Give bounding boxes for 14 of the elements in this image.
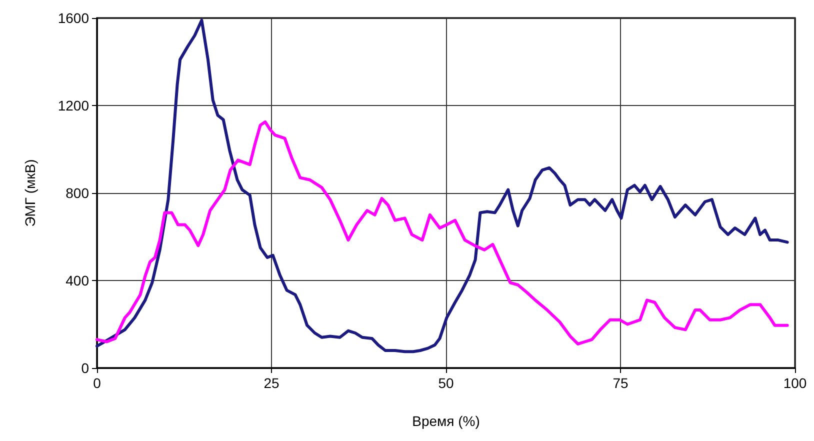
line-series (96, 120, 789, 346)
y-tick-label: 1200 (58, 98, 90, 114)
x-tick-label: 25 (264, 375, 280, 391)
x-axis-title: Время (%) (412, 413, 480, 429)
x-tick-label: 75 (612, 375, 628, 391)
y-tick-label: 0 (81, 360, 90, 376)
line-series (96, 18, 789, 354)
x-tick-label: 100 (783, 375, 807, 391)
y-tick-label: 400 (66, 272, 90, 288)
x-tick-label: 50 (438, 375, 454, 391)
x-tick-label: 0 (93, 375, 102, 391)
y-tick-label: 800 (66, 185, 90, 201)
y-axis-title: ЭМГ (мкВ) (22, 159, 38, 227)
y-tick-label: 1600 (58, 10, 90, 26)
